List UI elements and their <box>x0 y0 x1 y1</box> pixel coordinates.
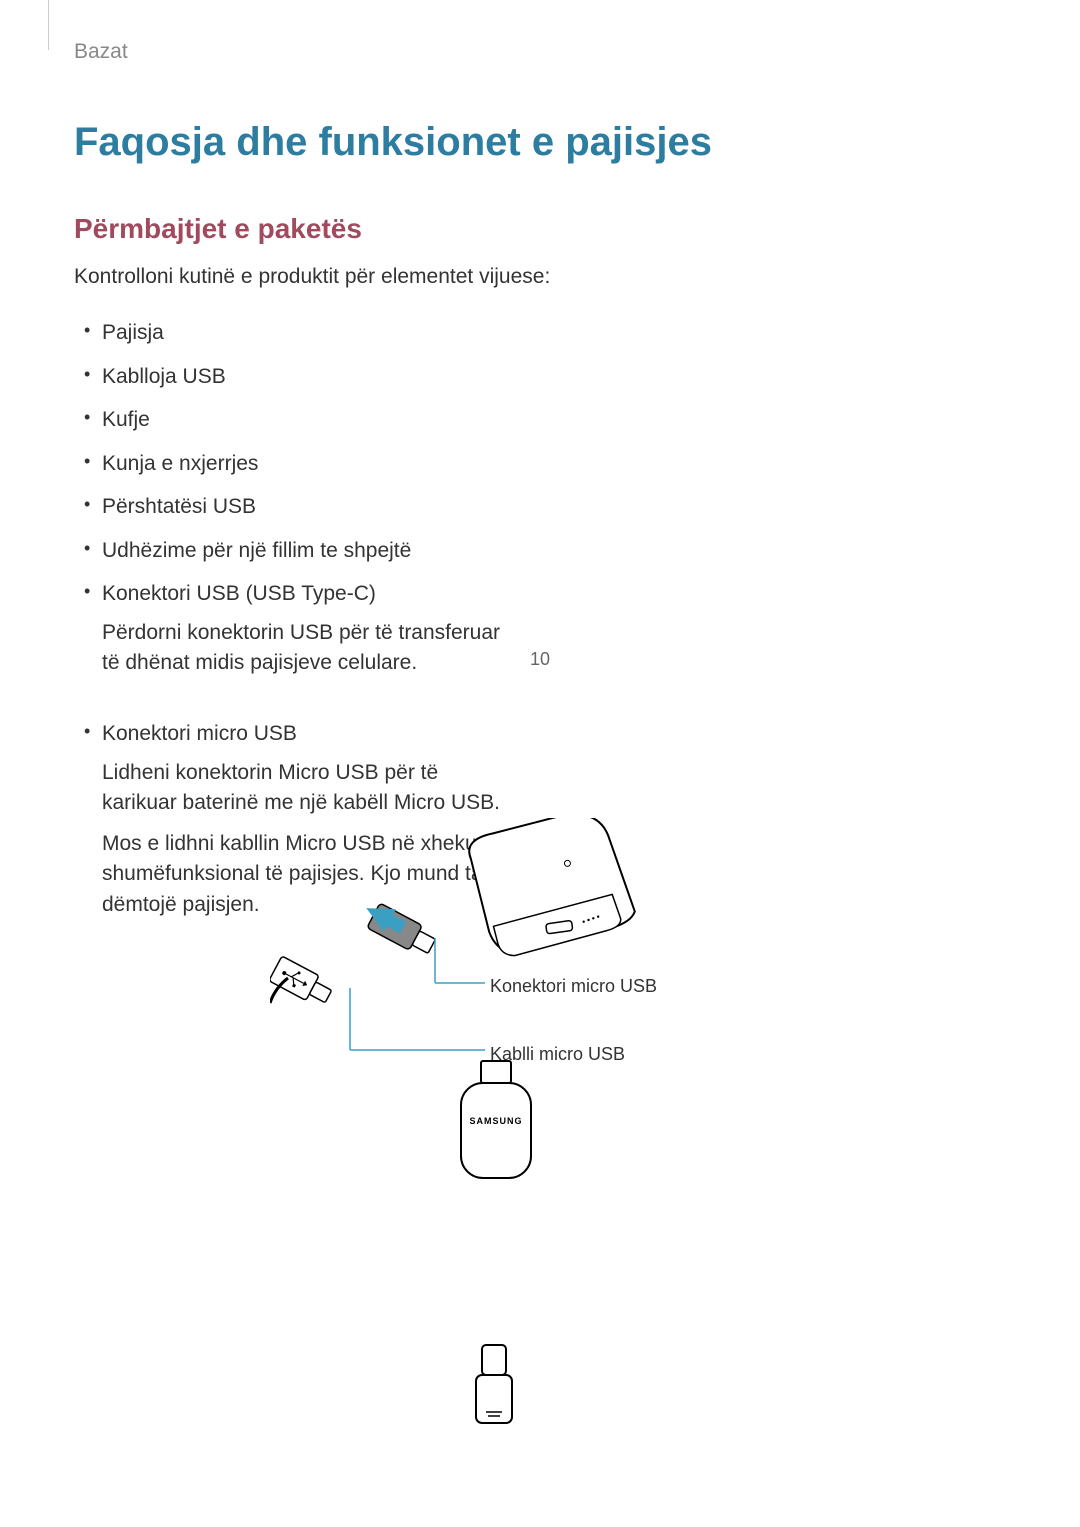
diagram-label-connector: Konektori micro USB <box>490 976 657 997</box>
list-item-description: Lidheni konektorin Micro USB për të kari… <box>102 758 502 819</box>
page-number: 10 <box>0 649 1080 670</box>
list-item: Përshtatësi USB <box>102 491 1006 523</box>
list-item-label: Përshtatësi USB <box>102 495 256 518</box>
list-item-label: Udhëzime për një fillim te shpejtë <box>102 539 411 562</box>
chapter-title: Bazat <box>74 40 1006 64</box>
list-item-label: Konektori USB (USB Type-C) <box>102 578 1006 610</box>
list-item: Kablloja USB <box>102 361 1006 393</box>
list-item: Udhëzime për një fillim te shpejtë <box>102 535 1006 567</box>
micro-usb-connector-graphic <box>464 1340 524 1440</box>
list-item-label: Pajisja <box>102 321 164 344</box>
list-item-label: Kablloja USB <box>102 365 226 388</box>
list-item-label: Kunja e nxjerrjes <box>102 452 258 475</box>
sub-heading: Përmbajtjet e paketës <box>74 213 1006 245</box>
content-wrapper: Bazat Faqosja dhe funksionet e pajisjes … <box>0 0 1080 920</box>
intro-text: Kontrolloni kutinë e produktit për eleme… <box>74 265 1006 289</box>
page-content: Bazat Faqosja dhe funksionet e pajisjes … <box>0 0 1080 920</box>
list-item: Kufje <box>102 404 1006 436</box>
list-item-label: Kufje <box>102 408 150 431</box>
list-item: Pajisja <box>102 317 1006 349</box>
list-item-label: Konektori micro USB <box>102 718 1006 750</box>
list-item: Kunja e nxjerrjes <box>102 448 1006 480</box>
diagram-label-cable: Kablli micro USB <box>490 1044 625 1065</box>
samsung-label: SAMSUNG <box>469 1116 522 1126</box>
main-heading: Faqosja dhe funksionet e pajisjes <box>74 120 1006 165</box>
